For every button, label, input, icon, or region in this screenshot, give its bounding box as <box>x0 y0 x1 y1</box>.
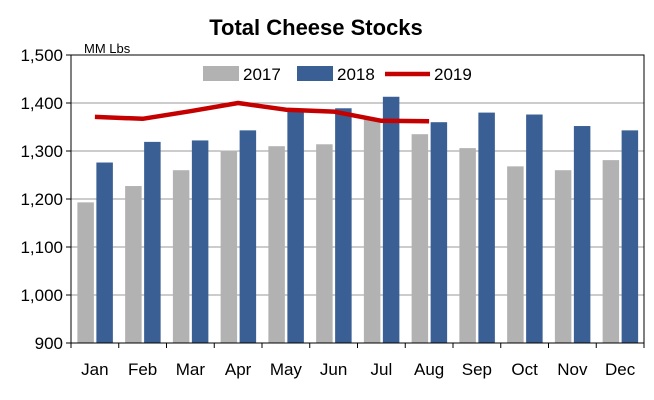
legend-swatch <box>297 66 333 81</box>
y-tick-label: 900 <box>35 334 63 353</box>
legend-item-2018[interactable]: 2018 <box>297 65 375 84</box>
bar-2018-mar <box>191 140 209 343</box>
legend-item-2017[interactable]: 2017 <box>203 65 281 84</box>
x-tick-label-feb: Feb <box>128 360 157 379</box>
y-tick-label: 1,200 <box>20 190 63 209</box>
bar-2017-aug <box>411 134 429 343</box>
x-tick-label-jun: Jun <box>320 360 347 379</box>
legend-label: 2018 <box>337 65 375 84</box>
line-2019 <box>94 100 430 124</box>
bar-2018-apr <box>239 130 257 343</box>
bar-2017-may <box>268 146 285 343</box>
bar-2018-jun <box>335 108 352 343</box>
x-axis-ticks: Jan Feb Mar Apr May Jun Jul Aug Sep Oct Nov Dec <box>70 343 645 379</box>
bar-2018-dec <box>621 130 639 343</box>
bar-2017-jul <box>363 118 381 343</box>
y-tick-label: 1,500 <box>20 46 63 65</box>
bar-2017-mar <box>172 170 190 343</box>
bar-2017-jan <box>77 202 94 343</box>
legend-label: 2017 <box>243 65 281 84</box>
bars <box>77 96 639 344</box>
x-tick-label-nov: Nov <box>557 360 588 379</box>
legend-swatch <box>203 66 239 81</box>
line-2019-path <box>94 100 430 124</box>
bar-2018-may <box>287 110 304 343</box>
x-tick-label-apr: Apr <box>225 360 252 379</box>
legend-label: 2019 <box>434 65 472 84</box>
x-tick-label-may: May <box>270 360 303 379</box>
bar-2018-aug <box>430 122 448 343</box>
y-tick-label: 1,000 <box>20 286 63 305</box>
bar-2017-oct <box>507 166 524 343</box>
y-axis-ticks: 900 1,000 1,100 1,200 1,300 1,400 1,500 <box>20 46 71 353</box>
bar-2017-sep <box>459 148 476 343</box>
bar-2018-jul <box>382 96 400 343</box>
bar-2017-jun <box>316 144 333 343</box>
bar-2018-jan <box>96 162 113 343</box>
y-tick-label: 1,400 <box>20 94 63 113</box>
y-tick-label: 1,100 <box>20 238 63 257</box>
bar-2017-apr <box>220 150 238 343</box>
bar-2018-feb <box>144 141 161 343</box>
x-tick-label-aug: Aug <box>414 360 444 379</box>
y-tick-label: 1,300 <box>20 142 63 161</box>
unit-label: MM Lbs <box>84 41 131 56</box>
x-tick-label-dec: Dec <box>605 360 636 379</box>
legend[interactable]: 2017 2018 2019 <box>203 65 472 84</box>
gridlines <box>71 102 644 296</box>
bar-2017-dec <box>602 160 620 343</box>
x-tick-label-jan: Jan <box>81 360 108 379</box>
bar-2018-nov <box>573 126 591 343</box>
bar-2018-sep <box>478 112 495 343</box>
legend-item-2019[interactable]: 2019 <box>385 65 472 84</box>
bar-2017-nov <box>554 170 572 343</box>
x-tick-label-jul: Jul <box>371 360 393 379</box>
bar-2017-feb <box>125 186 142 343</box>
bar-2018-oct <box>526 114 543 344</box>
chart-title: Total Cheese Stocks <box>209 15 423 40</box>
x-tick-label-mar: Mar <box>176 360 206 379</box>
x-tick-label-oct: Oct <box>511 360 538 379</box>
x-tick-label-sep: Sep <box>462 360 492 379</box>
